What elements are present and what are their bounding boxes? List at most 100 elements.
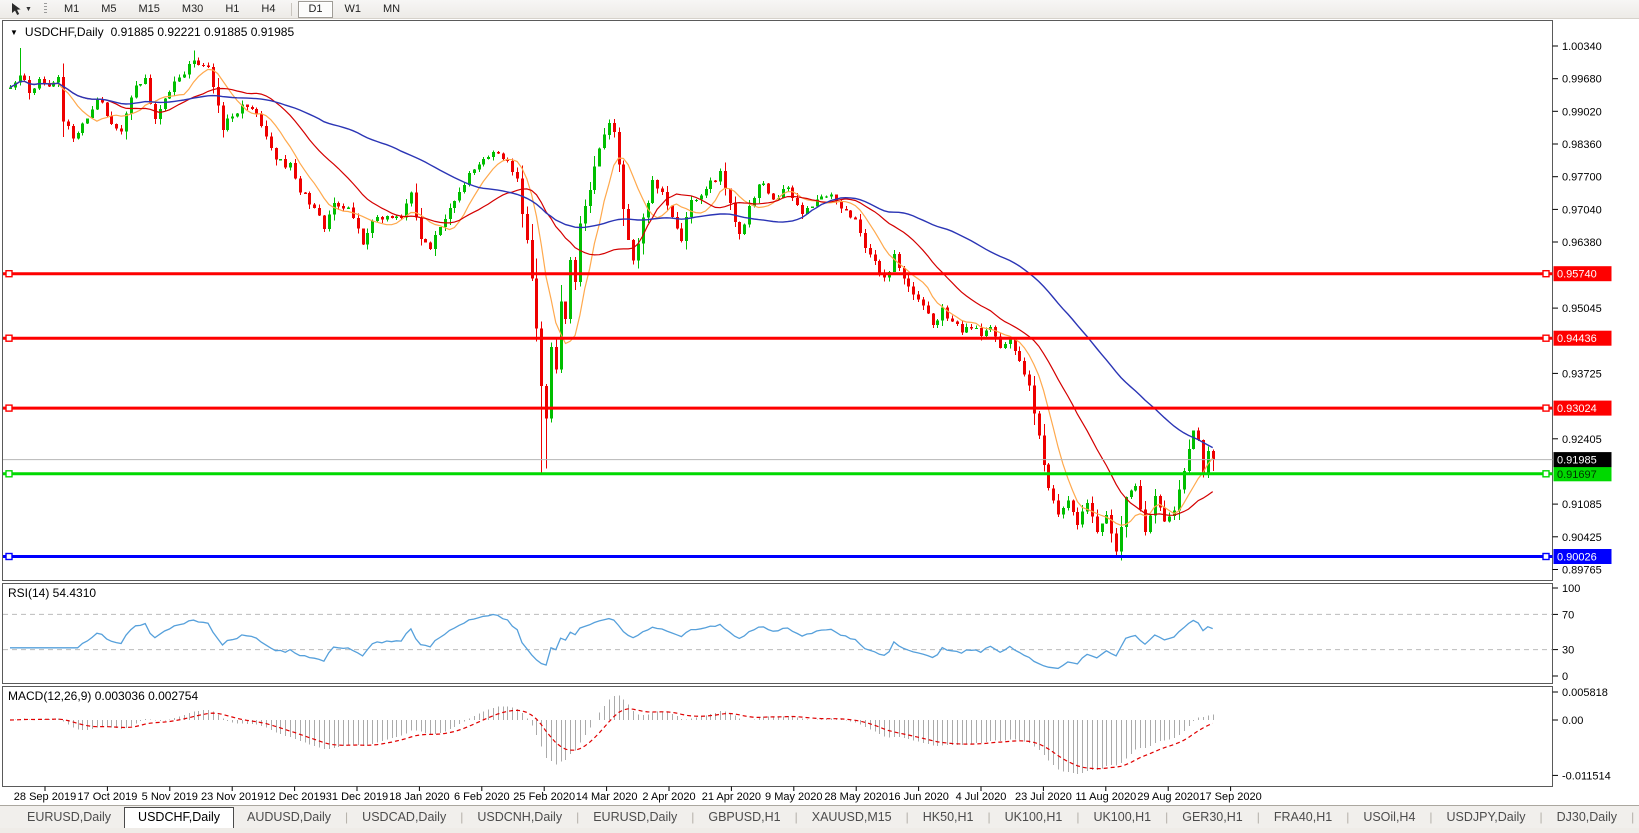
- candle: [801, 202, 804, 219]
- line-handle[interactable]: [1542, 470, 1550, 478]
- tab-7-xauusd-m15[interactable]: XAUUSD,M15: [811, 810, 892, 824]
- candle: [564, 301, 567, 324]
- tab-16-china300-h1[interactable]: CHINA300,H1: [1635, 807, 1639, 828]
- candle: [569, 256, 572, 324]
- timeframe-button-m30[interactable]: M30: [181, 2, 204, 15]
- candle: [1197, 427, 1200, 442]
- candle: [28, 76, 31, 100]
- moving-average-8: [9, 68, 1214, 526]
- candle: [772, 193, 775, 200]
- timeframe-button-mn[interactable]: MN: [383, 2, 401, 15]
- price-axis-label: 0.92405: [1562, 434, 1602, 446]
- line-handle[interactable]: [1542, 404, 1550, 412]
- line-handle[interactable]: [1542, 269, 1550, 278]
- candle: [115, 123, 118, 131]
- collapse-triangle-icon[interactable]: ▼: [10, 27, 18, 37]
- candle: [1028, 370, 1031, 391]
- candle: [222, 102, 225, 138]
- timeframe-button-d1[interactable]: D1: [298, 0, 333, 18]
- candle: [473, 169, 476, 175]
- candle: [555, 339, 558, 374]
- candle: [183, 71, 186, 78]
- line-handle[interactable]: [1542, 552, 1550, 561]
- tab-2-audusd-daily[interactable]: AUDUSD,Daily: [247, 810, 332, 824]
- candle: [478, 161, 481, 172]
- candle: [202, 63, 205, 67]
- timeframe-button-w1[interactable]: W1: [344, 2, 362, 15]
- tab-1-usdchf-daily[interactable]: USDCHF,Daily: [124, 807, 234, 829]
- horizontal-line-0.93024[interactable]: [3, 404, 1553, 412]
- candle: [589, 181, 592, 213]
- candle: [593, 155, 596, 194]
- tab-5-eurusd-daily[interactable]: EURUSD,Daily: [593, 810, 678, 824]
- pointer-tool-button[interactable]: ▼: [4, 1, 38, 17]
- candle: [241, 100, 244, 119]
- candle: [231, 113, 234, 122]
- toolbar-grip[interactable]: [43, 3, 47, 15]
- timeframe-button-m1[interactable]: M1: [63, 2, 80, 15]
- tab-9-uk100-h1[interactable]: UK100,H1: [1004, 810, 1063, 824]
- line-handle[interactable]: [5, 269, 13, 278]
- candle: [922, 297, 925, 310]
- tab-divider: |: [1076, 810, 1080, 824]
- candle: [212, 63, 215, 94]
- candle: [1125, 496, 1128, 538]
- current-price-tag: 0.91985: [1557, 455, 1597, 467]
- candle: [738, 221, 741, 240]
- candle: [1144, 501, 1147, 536]
- line-handle[interactable]: [5, 404, 13, 412]
- rsi-axis-label: 0: [1562, 671, 1568, 683]
- price-axis-label: 0.99680: [1562, 74, 1602, 86]
- candle: [492, 150, 495, 161]
- candle: [912, 282, 915, 300]
- candle: [23, 73, 26, 81]
- horizontal-line-0.91697[interactable]: [3, 470, 1553, 478]
- tab-10-uk100-h1[interactable]: UK100,H1: [1093, 810, 1152, 824]
- hline-price-tag: 0.95740: [1557, 269, 1597, 281]
- timeframe-button-m5[interactable]: M5: [101, 2, 117, 15]
- tab-13-usoil-h4[interactable]: USOil,H4: [1363, 810, 1416, 824]
- candle: [308, 191, 311, 209]
- moving-average-21: [9, 80, 1214, 516]
- tab-11-ger30-h1[interactable]: GER30,H1: [1182, 810, 1243, 824]
- candle: [598, 147, 601, 167]
- line-handle[interactable]: [5, 470, 13, 478]
- tab-14-usdjpy-daily[interactable]: USDJPY,Daily: [1446, 810, 1526, 824]
- date-axis-label: 29 Aug 2020: [1137, 791, 1199, 803]
- tab-3-usdcad-daily[interactable]: USDCAD,Daily: [362, 810, 447, 824]
- line-handle[interactable]: [5, 334, 13, 342]
- candle: [545, 384, 548, 469]
- horizontal-line-0.90026[interactable]: [3, 552, 1553, 561]
- candle: [366, 228, 369, 250]
- candle: [342, 203, 345, 211]
- timeframe-button-m15[interactable]: M15: [138, 2, 160, 15]
- line-handle[interactable]: [1542, 334, 1550, 342]
- line-handle[interactable]: [5, 552, 13, 561]
- tab-6-gbpusd-h1[interactable]: GBPUSD,H1: [708, 810, 781, 824]
- candle: [67, 119, 70, 130]
- rsi-axis-label: 100: [1562, 583, 1580, 595]
- candle: [1149, 513, 1152, 534]
- candle: [125, 111, 128, 140]
- candle: [502, 152, 505, 161]
- date-axis-label: 11 Aug 2020: [1075, 791, 1136, 803]
- tab-4-usdcnh-daily[interactable]: USDCNH,Daily: [477, 810, 563, 824]
- date-axis-label: 6 Feb 2020: [454, 791, 510, 803]
- horizontal-line-0.95740[interactable]: [3, 269, 1553, 278]
- tab-8-hk50-h1[interactable]: HK50,H1: [922, 810, 974, 824]
- candle: [381, 215, 384, 223]
- hline-price-tag: 0.91697: [1557, 469, 1597, 481]
- horizontal-line-0.94436[interactable]: [3, 334, 1553, 342]
- timeframe-button-h1[interactable]: H1: [225, 2, 240, 15]
- candle: [1047, 462, 1050, 491]
- tab-15-dj30-daily[interactable]: DJ30,Daily: [1556, 810, 1618, 824]
- candle: [487, 155, 490, 160]
- candle: [917, 290, 920, 302]
- candle: [1033, 375, 1036, 426]
- timeframe-button-h4[interactable]: H4: [261, 2, 276, 15]
- candle: [825, 195, 828, 199]
- tab-0-eurusd-daily[interactable]: EURUSD,Daily: [27, 810, 112, 824]
- date-axis-label: 12 Dec 2019: [263, 791, 325, 803]
- candle: [584, 199, 587, 232]
- tab-12-fra40-h1[interactable]: FRA40,H1: [1273, 810, 1333, 824]
